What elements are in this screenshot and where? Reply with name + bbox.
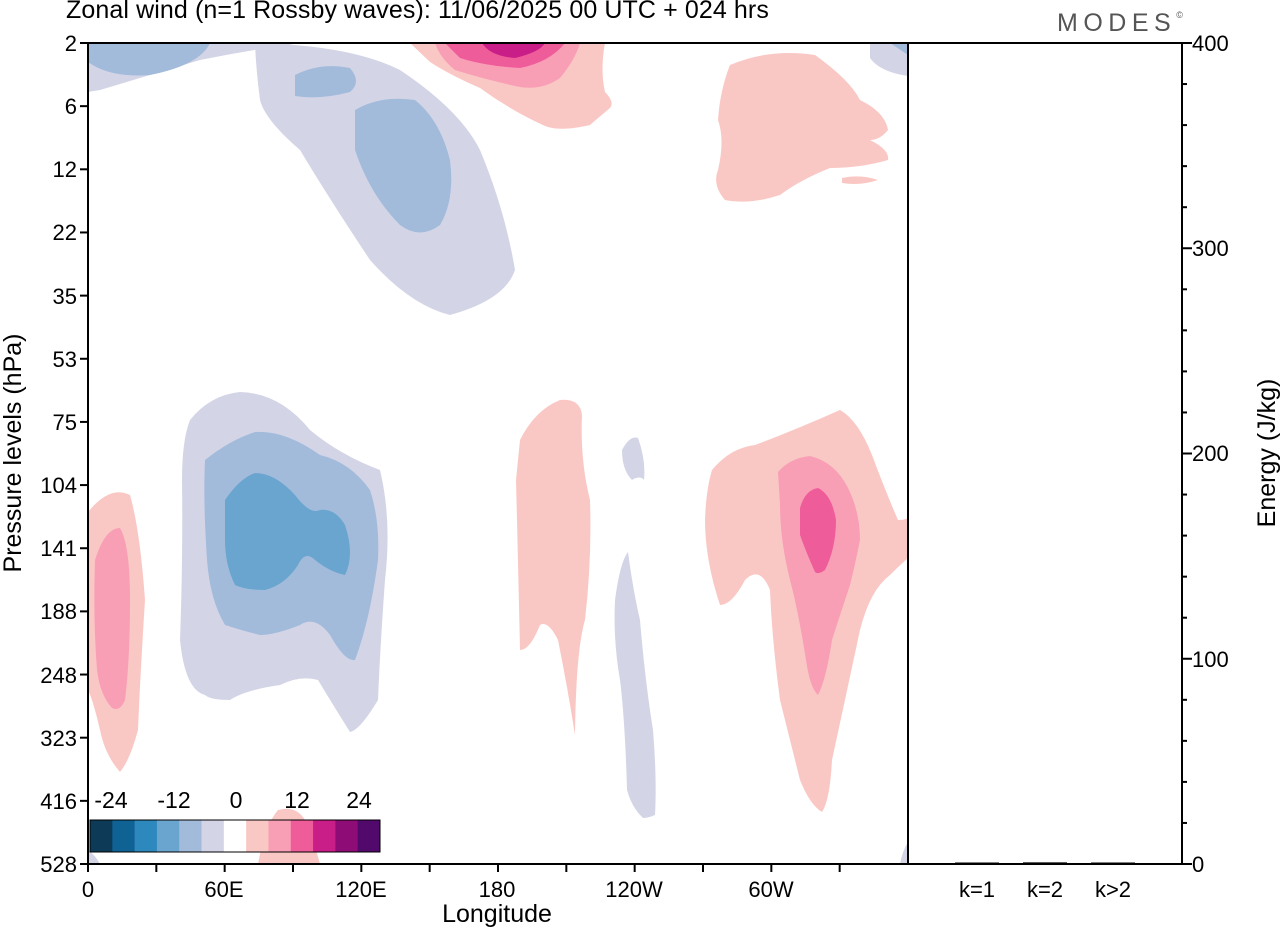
contour-neg-corner [890,43,908,55]
colorbar-swatch [179,820,203,852]
energy-category-labels: k=1 k=2 k>2 [959,877,1131,902]
energy-tick-0: 0 [1192,852,1204,877]
y-tick-2: 2 [65,31,77,56]
axis-ticks [80,42,1192,872]
cb-label-pos12: 12 [284,787,310,813]
colorbar-swatch [268,820,292,852]
y-tick-104: 104 [40,473,77,498]
energy-tick-100: 100 [1192,647,1229,672]
y-axis-title: Pressure levels (hPa) [0,334,27,573]
contour-neg-bottom-left [88,850,100,864]
colorbar-swatch [357,820,381,852]
category-k2: k=2 [1027,877,1063,902]
energy-tick-300: 300 [1192,236,1229,261]
energy-bar [955,862,999,864]
contour-pos-trop-60w-mid [778,456,860,695]
y-tick-6: 6 [65,94,77,119]
contour-field [88,43,908,864]
contour-neg-trop-120w [614,437,656,818]
energy-tick-200: 200 [1192,441,1229,466]
category-k1: k=1 [959,877,995,902]
colorbar-swatch [134,820,158,852]
energy-bar [1023,862,1067,864]
y-tick-323: 323 [40,726,77,751]
cb-label-pos24: 24 [346,787,372,813]
x-tick-120e: 120E [335,877,386,902]
y-tick-35: 35 [53,284,77,309]
energy-bar [1091,862,1135,864]
longitude-tick-labels: 0 60E 120E 180 120W 60W [82,877,794,902]
colorbar-swatch [313,820,336,852]
modes-logo: MODES© [1057,9,1183,38]
contour-neg-bottom-right [900,842,908,864]
energy-axis-title: Energy (J/kg) [1253,379,1280,528]
contour-pos-strat-peak [482,43,545,58]
colorbar [89,819,381,853]
contour-neg-strat-outer [88,43,908,315]
x-tick-60w: 60W [748,877,793,902]
colorbar-swatch [335,820,359,852]
contour-pos-upper-right [716,52,889,202]
colorbar-swatch [156,820,180,852]
chart-title: Zonal wind (n=1 Rossby waves): 11/06/202… [66,0,769,24]
contour-neg-strat-inner [88,43,452,233]
y-tick-141: 141 [40,536,77,561]
cb-label-neg24: -24 [94,787,127,813]
colorbar-frame [89,819,381,853]
contour-pos-trop-180 [516,399,591,735]
cb-label-zero: 0 [230,787,243,813]
colorbar-swatch [223,820,247,852]
y-tick-528: 528 [40,852,77,877]
y-tick-22: 22 [53,220,77,245]
colorbar-labels: -24 -12 0 12 24 [94,787,372,813]
x-axis-title: Longitude [442,900,552,928]
y-tick-53: 53 [53,347,77,372]
x-tick-60e: 60E [204,877,243,902]
pressure-tick-labels: 2 6 12 22 35 53 75 104 141 188 248 323 4… [40,31,77,877]
colorbar-swatch [201,820,225,852]
colorbar-swatch [246,820,269,852]
x-tick-180: 180 [479,877,516,902]
energy-plot-frame [907,42,1183,865]
contour-neg-trop-core [225,473,350,590]
energy-bars [955,862,1135,864]
x-tick-120w: 120W [605,877,663,902]
y-tick-12: 12 [53,157,77,182]
energy-tick-labels: 400 300 200 100 0 [1192,31,1229,877]
cb-label-neg12: -12 [157,787,190,813]
colorbar-swatch [290,820,314,852]
logo-text: MODES [1057,9,1177,37]
colorbar-swatch [112,820,136,852]
y-tick-75: 75 [53,410,77,435]
colorbar-swatch [90,820,113,852]
y-tick-188: 188 [40,599,77,624]
category-k3: k>2 [1095,877,1131,902]
contour-pos-left-core [94,528,130,709]
contour-pos-trop-60w-core [800,488,836,574]
y-tick-248: 248 [40,663,77,688]
x-tick-0: 0 [82,877,94,902]
logo-mark: © [1176,9,1183,20]
energy-tick-400: 400 [1192,31,1229,56]
y-tick-416: 416 [40,789,77,814]
